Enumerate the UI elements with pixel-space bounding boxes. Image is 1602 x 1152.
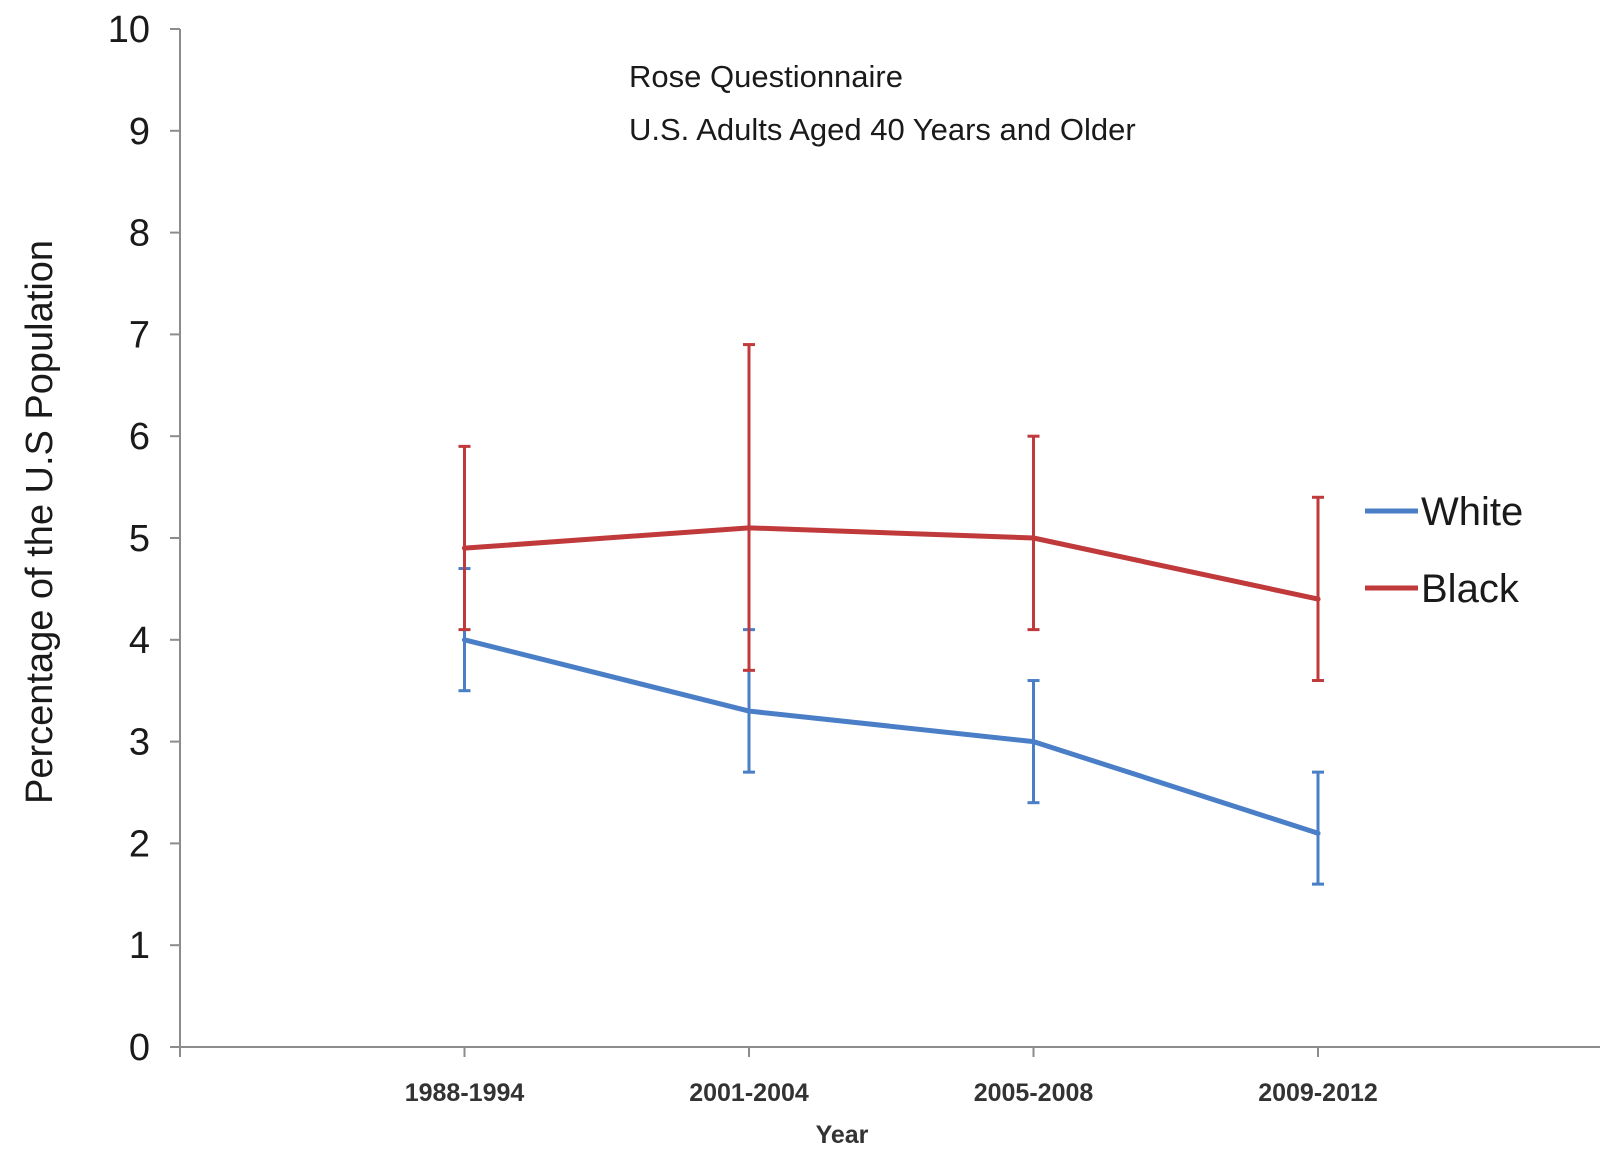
series-lines: [462, 525, 1321, 836]
y-tick-label: 5: [129, 518, 150, 560]
x-tick-label: 2005-2008: [974, 1079, 1094, 1107]
y-tick-label: 4: [129, 620, 150, 662]
legend: White Black: [1365, 490, 1523, 611]
y-axis-title: Percentage of the U.S Population: [19, 240, 61, 804]
data-point-black: [1031, 535, 1036, 541]
series-line-black: [462, 525, 1321, 602]
y-tick-label: 3: [129, 722, 150, 764]
legend-label-black: Black: [1421, 567, 1520, 611]
y-tick-label: 9: [129, 111, 150, 153]
legend-label-white: White: [1421, 490, 1523, 534]
x-axis-title: Year: [816, 1121, 869, 1147]
data-point-white: [746, 708, 752, 714]
y-tick-label: 7: [129, 314, 150, 356]
data-point-white: [1315, 830, 1321, 836]
y-tick-label: 6: [129, 416, 150, 458]
data-point-black: [1315, 596, 1321, 602]
y-tick-label: 0: [129, 1027, 150, 1069]
y-tick-label: 8: [129, 213, 150, 255]
y-tick-label: 1: [129, 925, 150, 967]
x-tick-label: 1988-1994: [405, 1079, 525, 1107]
chart-title: Rose Questionnaire: [629, 59, 903, 94]
chart-subtitle: U.S. Adults Aged 40 Years and Older: [629, 112, 1136, 147]
y-tick-label: 10: [108, 9, 150, 51]
data-point-black: [746, 525, 752, 531]
error-bars: [458, 343, 1324, 886]
x-tick-label: 2009-2012: [1258, 1079, 1378, 1107]
y-tick-label: 2: [129, 823, 150, 865]
data-point-white: [462, 637, 467, 643]
data-point-white: [1031, 739, 1036, 745]
series-line-white: [462, 637, 1321, 836]
data-point-black: [462, 545, 467, 551]
axes: 0 1 2 3 4 5 6 7 8 9 10 1988-1994 2001-2004 2005-2008 2…: [108, 9, 1600, 1107]
x-tick-label: 2001-2004: [689, 1079, 809, 1107]
